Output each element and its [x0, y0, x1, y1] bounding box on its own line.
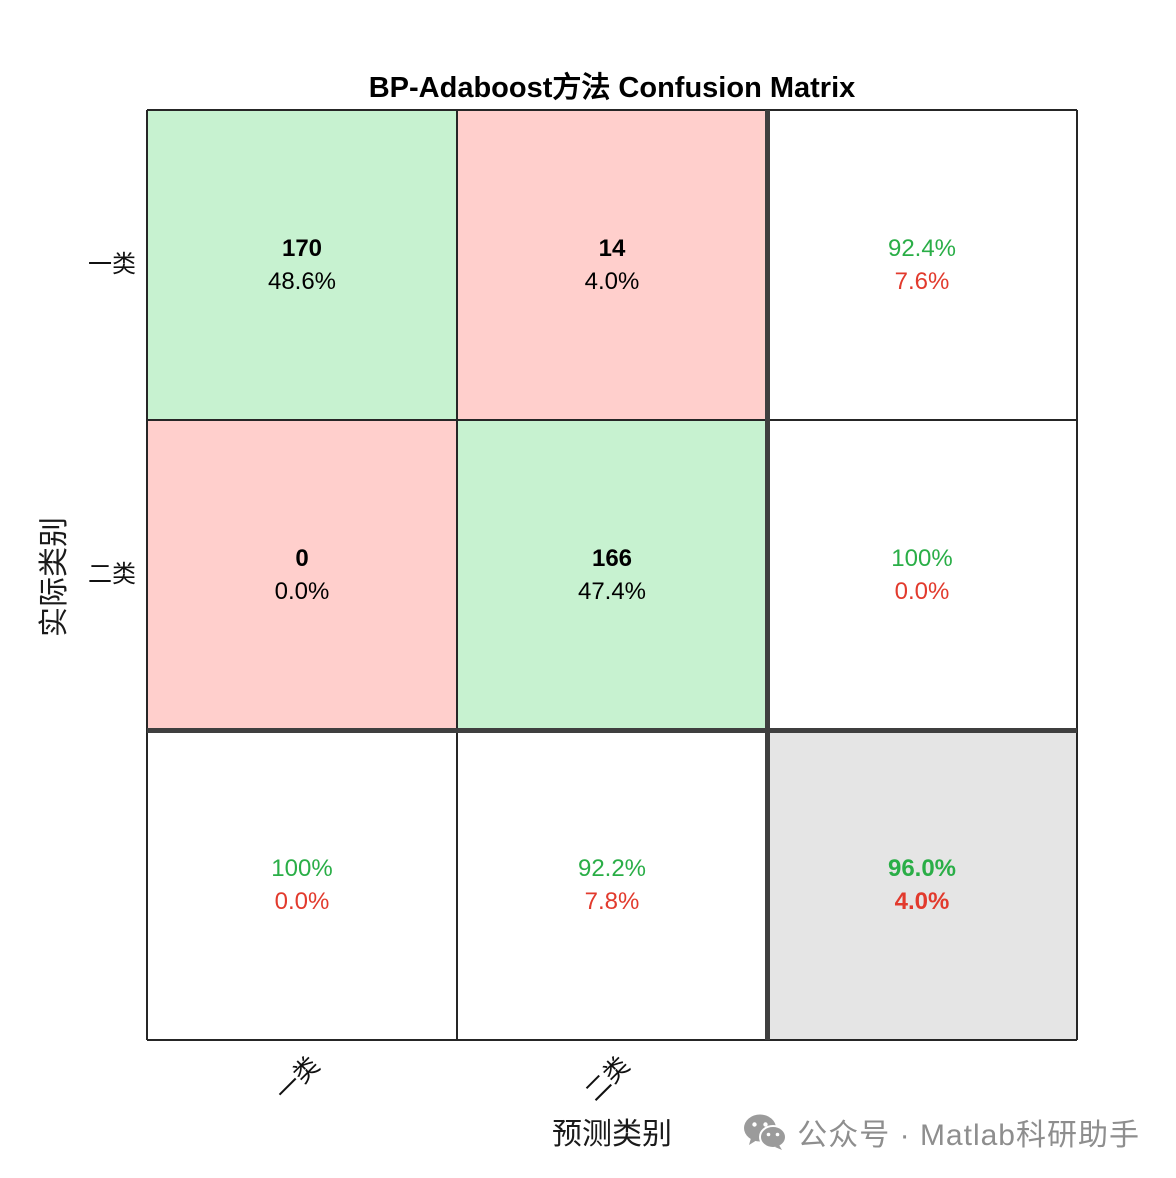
column-summary-incorrect: 7.8% — [584, 888, 640, 915]
cell-percent: 0.0% — [274, 578, 330, 605]
watermark-text: 公众号 · Matlab科研助手 — [797, 1119, 1140, 1152]
cell-actual-2-pred-1: 0 0.0% — [147, 420, 457, 730]
cell-percent: 48.6% — [267, 268, 337, 295]
column-summary-1: 100% 0.0% — [147, 730, 457, 1040]
grid-line-vertical — [456, 110, 458, 1040]
row-summary-correct: 92.4% — [887, 235, 957, 262]
y-tick-label: 一类 — [88, 252, 136, 278]
cell-count: 0 — [295, 545, 309, 572]
cell-actual-1-pred-2: 14 4.0% — [457, 110, 767, 420]
x-tick-label: 一类 — [270, 1052, 326, 1107]
cell-actual-2-pred-2: 166 47.4% — [457, 420, 767, 730]
cell-percent: 4.0% — [584, 268, 640, 295]
chart-title: BP-Adaboost方法 Confusion Matrix — [368, 72, 856, 104]
grid-line-vertical — [1076, 110, 1078, 1040]
column-summary-incorrect: 0.0% — [274, 888, 330, 915]
overall-summary: 96.0% 4.0% — [767, 730, 1077, 1040]
confusion-matrix-grid: 170 48.6% 14 4.0% 92.4% 7.6% 0 0.0% 166 … — [146, 109, 1078, 1041]
wechat-icon — [743, 1113, 788, 1151]
summary-divider-horizontal — [147, 728, 1077, 733]
row-summary-incorrect: 7.6% — [894, 268, 950, 295]
row-summary-incorrect: 0.0% — [894, 578, 950, 605]
grid-line-horizontal — [147, 109, 1077, 111]
row-summary-1: 92.4% 7.6% — [767, 110, 1077, 420]
cell-percent: 47.4% — [577, 578, 647, 605]
cell-count: 170 — [281, 235, 323, 262]
grid-line-horizontal — [147, 1039, 1077, 1041]
overall-correct: 96.0% — [887, 855, 957, 882]
column-summary-correct: 92.2% — [577, 855, 647, 882]
cell-count: 14 — [598, 235, 626, 262]
overall-incorrect: 4.0% — [894, 888, 950, 915]
cell-count: 166 — [591, 545, 633, 572]
cell-actual-1-pred-1: 170 48.6% — [147, 110, 457, 420]
column-summary-correct: 100% — [271, 855, 333, 882]
y-tick-label: 二类 — [88, 562, 136, 588]
column-summary-2: 92.2% 7.8% — [457, 730, 767, 1040]
summary-divider-vertical — [765, 110, 770, 1040]
watermark: 公众号 · Matlab科研助手 — [743, 1113, 1140, 1152]
grid-line-vertical — [146, 110, 148, 1040]
x-axis-label: 预测类别 — [552, 1118, 672, 1151]
grid-line-horizontal — [147, 419, 1077, 421]
y-axis-label: 实际类别 — [38, 517, 71, 637]
row-summary-correct: 100% — [891, 545, 953, 572]
row-summary-2: 100% 0.0% — [767, 420, 1077, 730]
x-tick-label: 二类 — [580, 1052, 636, 1107]
